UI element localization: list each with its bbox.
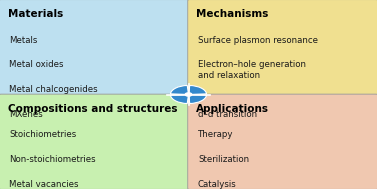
Text: Surface plasmon resonance: Surface plasmon resonance [198, 36, 318, 45]
Text: Electron–hole generation
and relaxation: Electron–hole generation and relaxation [198, 60, 306, 80]
Wedge shape [188, 85, 207, 94]
Wedge shape [188, 94, 207, 104]
Text: Metal vacancies: Metal vacancies [9, 180, 79, 189]
Text: Metal oxides: Metal oxides [9, 60, 64, 70]
Text: Materials: Materials [8, 9, 63, 19]
FancyBboxPatch shape [0, 0, 189, 95]
Text: Metals: Metals [9, 36, 38, 45]
Text: Sterilization: Sterilization [198, 155, 249, 164]
Text: MXenes: MXenes [9, 110, 43, 119]
Wedge shape [170, 85, 188, 94]
FancyBboxPatch shape [188, 0, 377, 95]
Text: Non-stoichiometries: Non-stoichiometries [9, 155, 96, 164]
Text: Metal chalcogenides: Metal chalcogenides [9, 85, 98, 94]
Text: Mechanisms: Mechanisms [196, 9, 268, 19]
Circle shape [185, 93, 192, 96]
Text: Applications: Applications [196, 104, 269, 114]
Text: Therapy: Therapy [198, 130, 233, 139]
FancyBboxPatch shape [0, 94, 189, 189]
Text: Compositions and structures: Compositions and structures [8, 104, 177, 114]
FancyBboxPatch shape [188, 94, 377, 189]
Text: Catalysis: Catalysis [198, 180, 237, 189]
Wedge shape [170, 94, 188, 104]
Text: d–d transition: d–d transition [198, 110, 257, 119]
Text: Stoichiometries: Stoichiometries [9, 130, 77, 139]
